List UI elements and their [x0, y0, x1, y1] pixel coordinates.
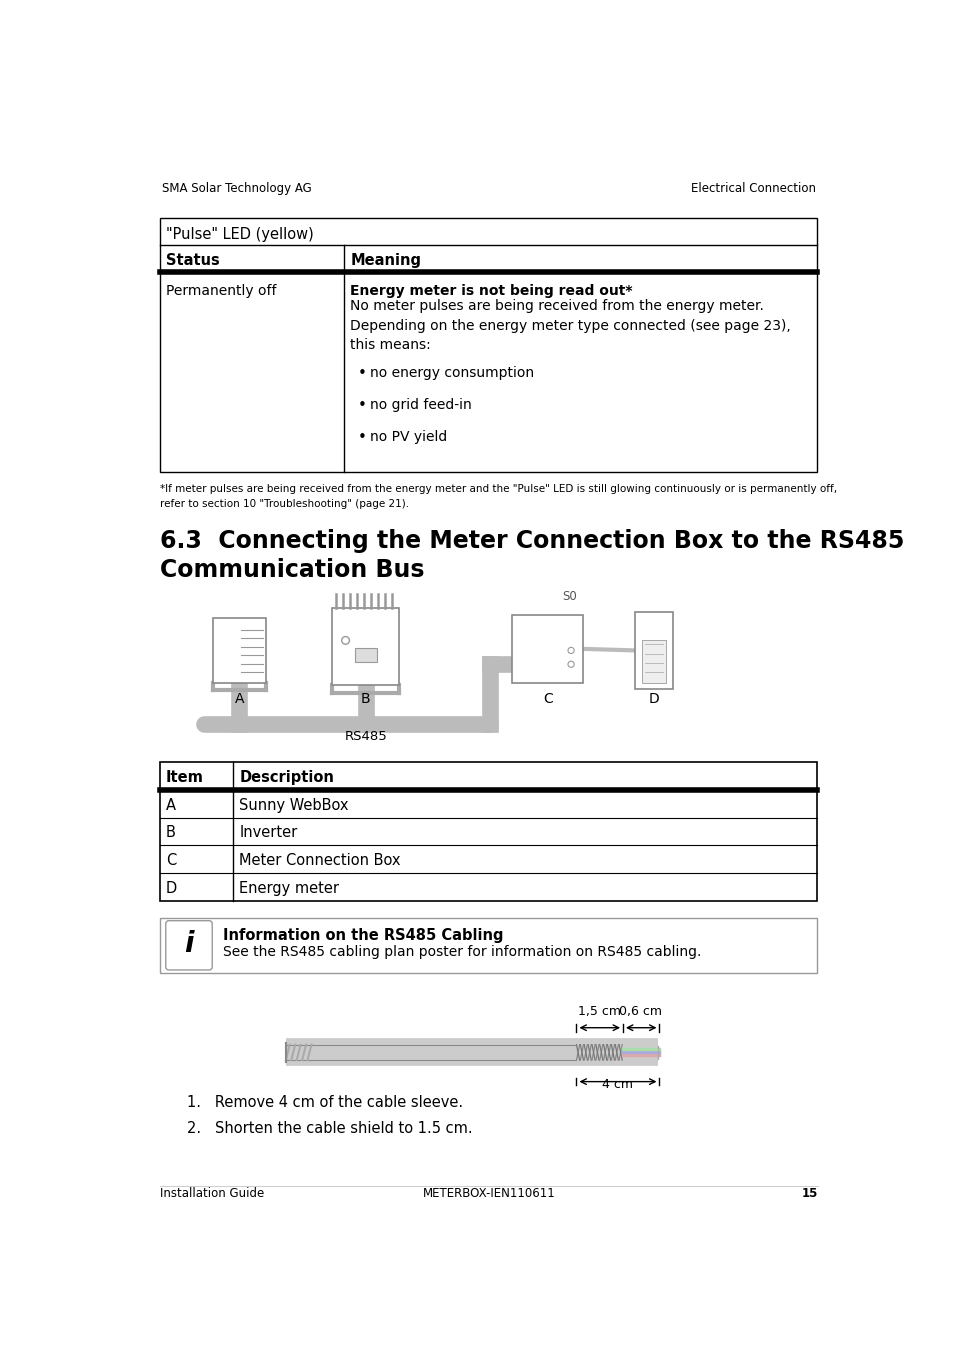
Text: S0: S0: [561, 589, 577, 603]
Text: A: A: [166, 798, 175, 813]
Text: Meaning: Meaning: [350, 253, 421, 268]
Text: Permanently off: Permanently off: [166, 284, 276, 297]
Text: SMA Solar Technology AG: SMA Solar Technology AG: [162, 181, 312, 195]
Text: 4 cm: 4 cm: [601, 1078, 633, 1091]
Text: no grid feed-in: no grid feed-in: [370, 397, 472, 412]
Text: Item: Item: [166, 771, 203, 786]
Text: 0,6 cm: 0,6 cm: [618, 1005, 661, 1018]
Circle shape: [341, 637, 349, 645]
FancyBboxPatch shape: [166, 921, 212, 969]
Text: Energy meter: Energy meter: [239, 882, 339, 896]
Text: C: C: [542, 692, 552, 706]
Bar: [512, 615, 583, 683]
Bar: [159, 218, 816, 472]
Text: •: •: [357, 365, 367, 380]
Text: METERBOX-IEN110611: METERBOX-IEN110611: [422, 1187, 555, 1201]
Bar: [355, 648, 376, 662]
Bar: [159, 763, 816, 900]
Bar: [159, 918, 816, 973]
Text: •: •: [357, 397, 367, 412]
Text: Inverter: Inverter: [239, 826, 297, 841]
Text: •: •: [357, 430, 367, 445]
Circle shape: [567, 661, 574, 668]
Text: Meter Connection Box: Meter Connection Box: [239, 853, 400, 868]
Text: B: B: [360, 692, 370, 706]
Circle shape: [567, 648, 574, 653]
Text: no PV yield: no PV yield: [370, 430, 447, 445]
Text: A: A: [234, 692, 244, 706]
Text: i: i: [184, 930, 193, 957]
Text: Electrical Connection: Electrical Connection: [690, 181, 815, 195]
Bar: [634, 612, 673, 690]
Text: Installation Guide: Installation Guide: [159, 1187, 264, 1201]
Text: C: C: [166, 853, 175, 868]
Text: 15: 15: [801, 1187, 818, 1201]
Text: Energy meter is not being read out*: Energy meter is not being read out*: [350, 284, 632, 297]
Bar: [641, 641, 666, 683]
Bar: [213, 618, 266, 683]
Text: "Pulse" LED (yellow): "Pulse" LED (yellow): [166, 227, 314, 242]
Text: B: B: [166, 826, 175, 841]
Text: 1,5 cm: 1,5 cm: [578, 1005, 620, 1018]
Text: No meter pulses are being received from the energy meter.
Depending on the energ: No meter pulses are being received from …: [350, 299, 790, 353]
Text: Sunny WebBox: Sunny WebBox: [239, 798, 349, 813]
Text: 6.3  Connecting the Meter Connection Box to the RS485
Communication Bus: 6.3 Connecting the Meter Connection Box …: [159, 529, 903, 583]
Text: Description: Description: [239, 771, 334, 786]
Bar: [332, 608, 398, 685]
Text: See the RS485 cabling plan poster for information on RS485 cabling.: See the RS485 cabling plan poster for in…: [223, 945, 700, 960]
Text: D: D: [166, 882, 177, 896]
Text: 2.   Shorten the cable shield to 1.5 cm.: 2. Shorten the cable shield to 1.5 cm.: [187, 1121, 473, 1136]
Text: RS485: RS485: [344, 730, 387, 742]
Text: 1.   Remove 4 cm of the cable sleeve.: 1. Remove 4 cm of the cable sleeve.: [187, 1095, 463, 1110]
Text: *If meter pulses are being received from the energy meter and the "Pulse" LED is: *If meter pulses are being received from…: [159, 484, 836, 508]
Text: Information on the RS485 Cabling: Information on the RS485 Cabling: [223, 929, 503, 944]
Text: D: D: [648, 692, 659, 706]
Text: no energy consumption: no energy consumption: [370, 365, 534, 380]
Text: Status: Status: [166, 253, 219, 268]
